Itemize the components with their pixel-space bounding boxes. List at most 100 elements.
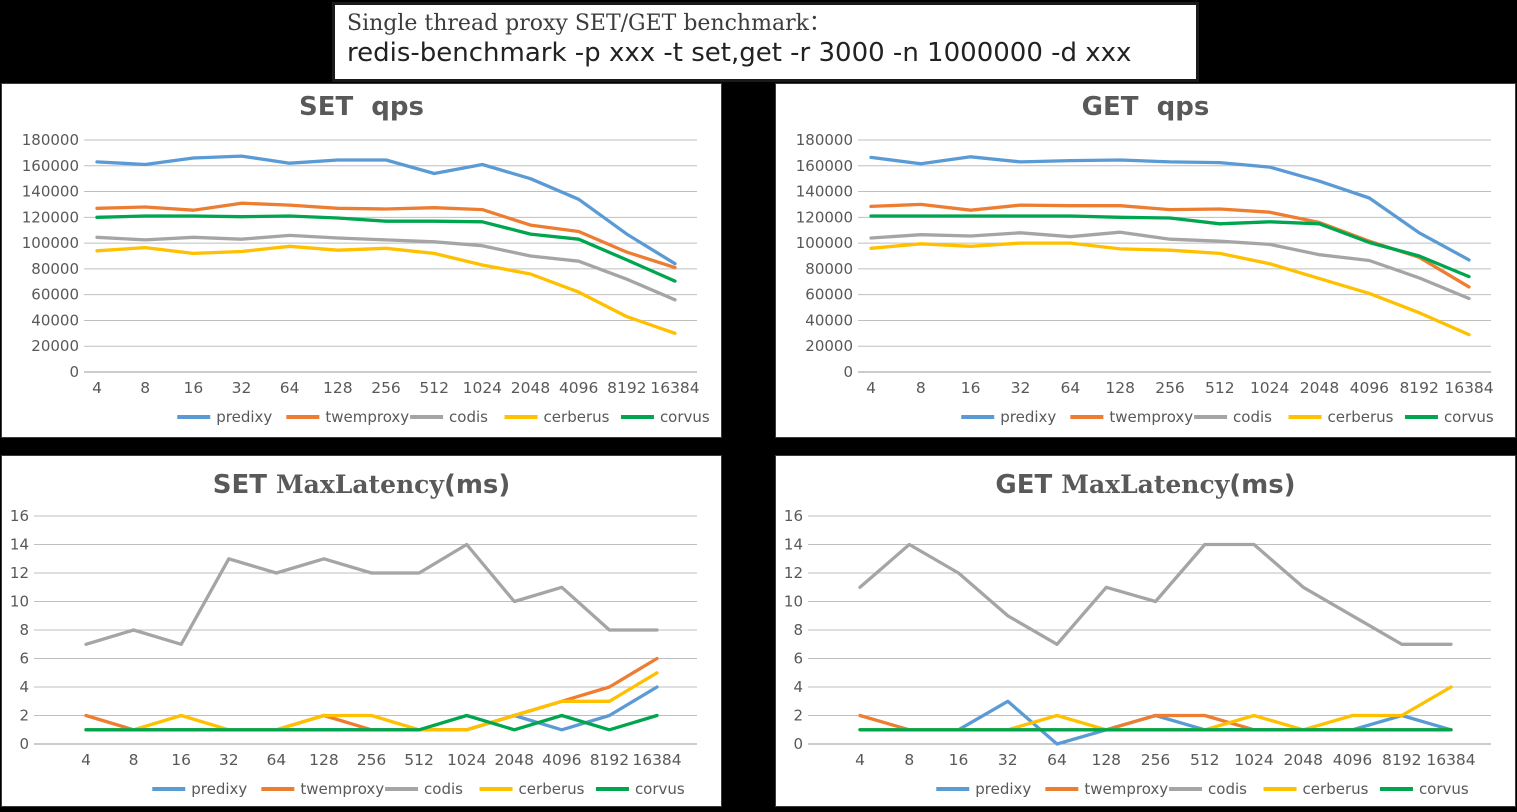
svg-text:6: 6 [19, 650, 29, 668]
svg-text:16: 16 [961, 379, 981, 397]
svg-text:32: 32 [1011, 379, 1031, 397]
svg-text:corvus: corvus [660, 408, 710, 426]
svg-text:256: 256 [1141, 751, 1171, 769]
chart-title-get-maxlatency: GET MaxLatency(ms) [776, 470, 1515, 500]
svg-text:256: 256 [371, 379, 401, 397]
chart-title-text: (ms) [443, 470, 511, 500]
chart-title-serif-text: MaxLatency [1061, 470, 1230, 499]
svg-text:8192: 8192 [1382, 751, 1421, 769]
svg-text:60000: 60000 [805, 286, 853, 304]
svg-text:16384: 16384 [632, 751, 681, 769]
svg-text:8: 8 [19, 621, 29, 639]
svg-text:32: 32 [998, 751, 1018, 769]
svg-text:120000: 120000 [22, 208, 79, 226]
svg-text:0: 0 [69, 363, 79, 381]
svg-text:0: 0 [843, 363, 853, 381]
svg-text:predixy: predixy [191, 780, 247, 798]
chart-title-set-qps: SET qps [2, 92, 721, 122]
svg-text:16: 16 [171, 751, 191, 769]
svg-text:8: 8 [140, 379, 150, 397]
svg-text:codis: codis [1208, 780, 1247, 798]
svg-text:10: 10 [784, 593, 803, 611]
chart-title-text: GET qps [1081, 92, 1210, 122]
svg-text:cerberus: cerberus [544, 408, 610, 426]
svg-text:cerberus: cerberus [1328, 408, 1394, 426]
svg-text:512: 512 [404, 751, 434, 769]
svg-text:codis: codis [424, 780, 463, 798]
svg-text:1024: 1024 [463, 379, 502, 397]
svg-text:16: 16 [784, 507, 803, 525]
benchmark-title-box: Single thread proxy SET/GET benchmark： r… [332, 2, 1199, 82]
svg-text:80000: 80000 [31, 260, 79, 278]
svg-text:8192: 8192 [590, 751, 629, 769]
svg-text:cerberus: cerberus [1303, 780, 1369, 798]
svg-text:4: 4 [855, 751, 865, 769]
svg-text:1024: 1024 [1250, 379, 1289, 397]
svg-text:256: 256 [357, 751, 387, 769]
svg-text:4: 4 [81, 751, 91, 769]
svg-text:64: 64 [280, 379, 300, 397]
svg-text:64: 64 [1060, 379, 1080, 397]
svg-text:16384: 16384 [1426, 751, 1475, 769]
svg-text:180000: 180000 [22, 131, 79, 149]
svg-text:4096: 4096 [1350, 379, 1389, 397]
svg-text:128: 128 [309, 751, 339, 769]
svg-text:2048: 2048 [495, 751, 534, 769]
svg-text:64: 64 [1047, 751, 1067, 769]
svg-text:16: 16 [183, 379, 203, 397]
svg-text:4: 4 [793, 678, 803, 696]
svg-text:8192: 8192 [607, 379, 646, 397]
svg-text:128: 128 [1105, 379, 1135, 397]
svg-text:2: 2 [19, 707, 29, 725]
benchmark-command-line: redis-benchmark -p xxx -t set,get -r 300… [347, 38, 1132, 69]
svg-text:corvus: corvus [1444, 408, 1494, 426]
chart-panel-set-maxlatency: SET MaxLatency(ms) 0 2 4 6 8 10 12 14 16 4 8 16 32 64… [1, 455, 722, 807]
svg-text:corvus: corvus [1419, 780, 1469, 798]
svg-text:codis: codis [449, 408, 488, 426]
svg-text:twemproxy: twemproxy [1084, 780, 1168, 798]
svg-text:128: 128 [323, 379, 353, 397]
svg-text:14: 14 [10, 536, 29, 554]
svg-text:120000: 120000 [796, 208, 853, 226]
svg-text:8: 8 [793, 621, 803, 639]
svg-text:14: 14 [784, 536, 803, 554]
chart-panel-get-maxlatency: GET MaxLatency(ms) 0 2 4 6 8 10 12 14 16 4 8 16 32 64… [775, 455, 1516, 807]
svg-text:256: 256 [1155, 379, 1185, 397]
svg-text:4: 4 [866, 379, 876, 397]
svg-text:140000: 140000 [796, 183, 853, 201]
set-qps-chart: 0 20000 40000 60000 80000 100000 120000 140000 1… [22, 131, 710, 426]
chart-title-serif-text: MaxLatency [276, 470, 444, 499]
svg-text:corvus: corvus [635, 780, 685, 798]
svg-text:10: 10 [10, 593, 29, 611]
svg-text:2048: 2048 [1284, 751, 1323, 769]
chart-panel-get-qps: GET qps 0 20000 40000 60000 80000 100000 12000… [775, 83, 1516, 438]
chart-panel-set-qps: SET qps 0 20000 40000 60000 80000 100000 12000… [1, 83, 722, 438]
svg-text:2: 2 [793, 707, 803, 725]
svg-text:160000: 160000 [796, 157, 853, 175]
chart-title-text: GET [995, 470, 1062, 500]
svg-text:predixy: predixy [216, 408, 272, 426]
svg-text:160000: 160000 [22, 157, 79, 175]
set-maxlatency-chart: 0 2 4 6 8 10 12 14 16 4 8 16 32 64 128 256 512 1024 2048 40… [10, 507, 697, 798]
svg-text:20000: 20000 [31, 337, 79, 355]
svg-text:16: 16 [10, 507, 29, 525]
svg-text:64: 64 [266, 751, 286, 769]
svg-text:8: 8 [129, 751, 139, 769]
get-qps-chart: 0 20000 40000 60000 80000 100000 120000 140000 1… [796, 131, 1494, 426]
svg-text:12: 12 [784, 564, 803, 582]
chart-title-text: (ms) [1229, 470, 1296, 500]
svg-text:6: 6 [793, 650, 803, 668]
svg-text:128: 128 [1091, 751, 1121, 769]
svg-text:40000: 40000 [31, 311, 79, 329]
svg-text:40000: 40000 [805, 311, 853, 329]
svg-text:80000: 80000 [805, 260, 853, 278]
svg-text:512: 512 [1190, 751, 1220, 769]
svg-text:100000: 100000 [22, 234, 79, 252]
svg-text:twemproxy: twemproxy [325, 408, 409, 426]
get-maxlatency-chart: 0 2 4 6 8 10 12 14 16 4 8 16 32 64 128 256 512 1024 2048 40… [784, 507, 1491, 798]
svg-text:1024: 1024 [1234, 751, 1273, 769]
svg-text:4096: 4096 [542, 751, 581, 769]
benchmark-title-line1: Single thread proxy SET/GET benchmark： [347, 11, 831, 36]
chart-title-text: SET [212, 470, 276, 500]
svg-text:512: 512 [1205, 379, 1235, 397]
